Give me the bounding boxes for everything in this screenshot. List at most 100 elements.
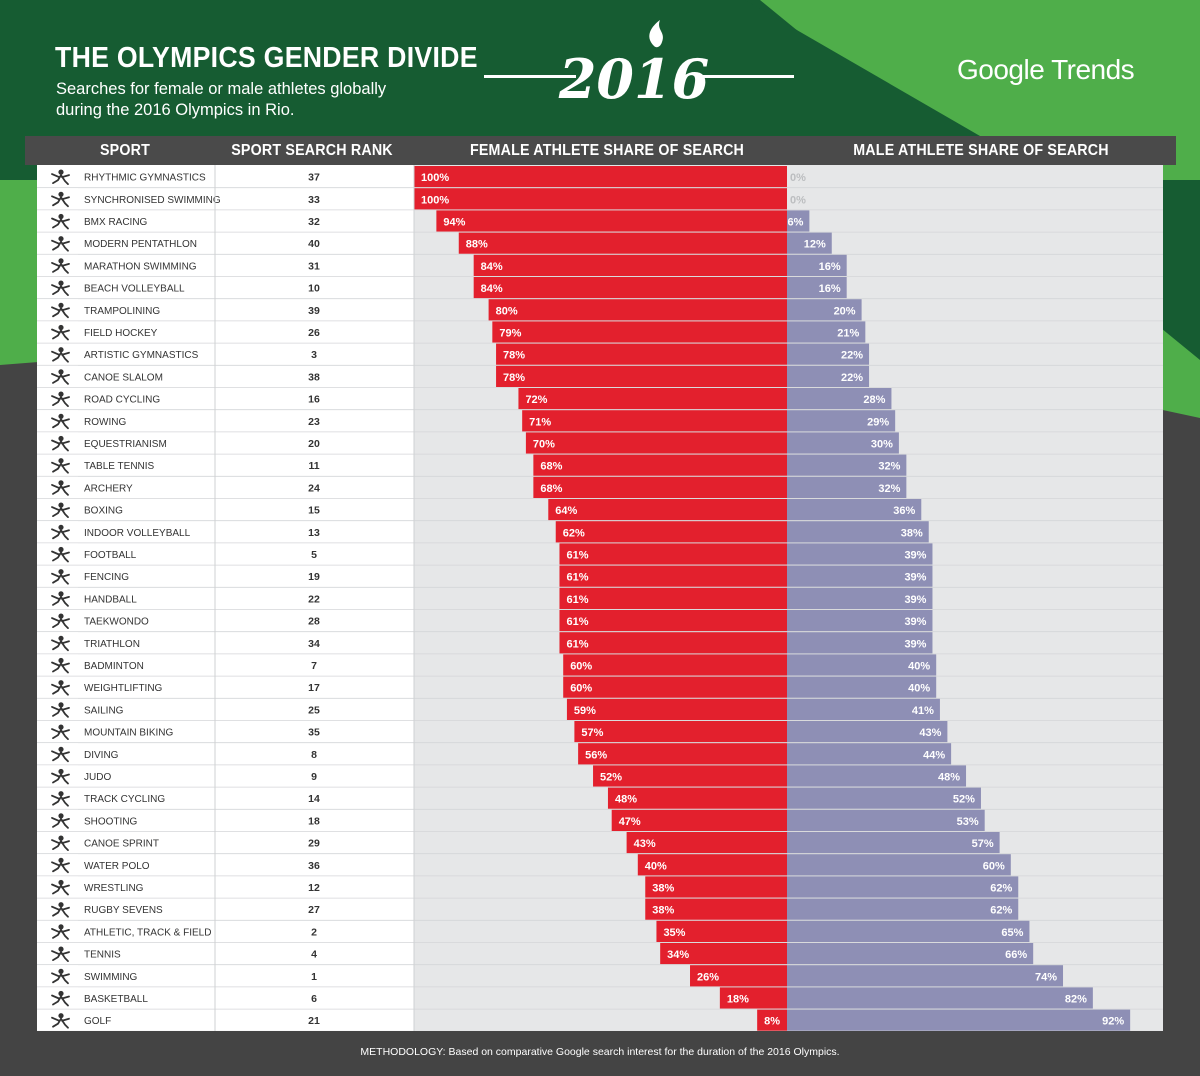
- sport-rank: 12: [308, 882, 320, 894]
- sport-pictogram-icon: [51, 369, 70, 385]
- sport-pictogram-icon: [51, 746, 70, 763]
- pictogram-body-icon: [51, 239, 70, 252]
- sport-name: GOLF: [84, 1016, 111, 1027]
- male-bar: [787, 210, 810, 232]
- sport-rank: 33: [308, 194, 320, 206]
- sport-name: TENNIS: [84, 950, 121, 961]
- pictogram-body-icon: [51, 439, 70, 452]
- female-value-label: 64%: [555, 505, 577, 517]
- pictogram-body-icon: [51, 262, 70, 274]
- male-bar: [787, 521, 929, 543]
- female-value-label: 84%: [481, 261, 503, 273]
- sport-rank: 21: [308, 1015, 320, 1027]
- female-bar: [593, 765, 787, 787]
- male-bar: [787, 787, 981, 809]
- sport-rank: 23: [308, 416, 320, 428]
- male-bar: [787, 920, 1030, 942]
- sport-name: INDOOR VOLLEYBALL: [84, 528, 191, 539]
- sport-pictogram-icon: [51, 680, 70, 696]
- female-value-label: 18%: [727, 994, 749, 1006]
- sport-pictogram-icon: [51, 879, 70, 896]
- male-value-label: 92%: [1102, 1016, 1124, 1028]
- pictogram-body-icon: [51, 417, 70, 430]
- female-value-label: 78%: [503, 372, 525, 384]
- sport-rank: 29: [308, 838, 320, 850]
- pictogram-head-icon: [58, 502, 64, 508]
- sport-pictogram-icon: [51, 724, 70, 740]
- sport-rank: 7: [311, 660, 317, 672]
- female-value-label: 47%: [619, 816, 641, 828]
- male-bar: [787, 321, 866, 343]
- male-value-label: 65%: [1001, 927, 1023, 939]
- pictogram-head-icon: [58, 835, 64, 841]
- female-bar: [496, 365, 787, 387]
- female-value-label: 26%: [697, 971, 719, 983]
- sport-rank: 2: [311, 926, 317, 938]
- pictogram-body-icon: [51, 195, 70, 208]
- male-value-label: 53%: [957, 816, 979, 828]
- female-bar: [559, 587, 787, 609]
- pictogram-head-icon: [58, 746, 64, 752]
- female-value-label: 72%: [525, 394, 547, 406]
- pictogram-body-icon: [51, 883, 70, 896]
- flame-icon: [649, 20, 663, 48]
- female-bar: [626, 832, 787, 854]
- sport-name: MARATHON SWIMMING: [84, 261, 197, 272]
- female-bar: [656, 920, 787, 942]
- pictogram-head-icon: [58, 458, 64, 464]
- sport-rank: 10: [308, 283, 320, 295]
- male-bar: [787, 299, 862, 321]
- male-bar: [787, 365, 870, 387]
- male-bar: [787, 721, 948, 743]
- male-value-label: 62%: [990, 883, 1012, 895]
- female-value-label: 94%: [443, 217, 465, 229]
- female-bar: [645, 876, 787, 898]
- pictogram-head-icon: [58, 635, 64, 641]
- sport-name: TRIATHLON: [84, 639, 140, 650]
- page-subtitle: Searches for female or male athletes glo…: [56, 80, 387, 119]
- sport-rank: 6: [311, 993, 317, 1005]
- sport-name: CANOE SPRINT: [84, 839, 159, 850]
- male-bar: [787, 809, 985, 831]
- pictogram-head-icon: [58, 302, 64, 308]
- female-value-label: 88%: [466, 239, 488, 251]
- female-bar: [414, 166, 787, 188]
- female-bar: [488, 299, 787, 321]
- female-value-label: 60%: [570, 661, 592, 673]
- female-bar: [574, 721, 787, 743]
- male-value-label: 6%: [787, 217, 803, 229]
- sport-pictogram-icon: [51, 569, 70, 585]
- female-bar: [757, 1009, 787, 1031]
- male-bar: [787, 254, 847, 276]
- sport-pictogram-icon: [51, 924, 70, 940]
- male-value-label: 0%: [790, 172, 806, 184]
- sport-rank: 26: [308, 327, 320, 339]
- female-bar: [533, 454, 787, 476]
- sport-name: HANDBALL: [84, 594, 137, 605]
- female-bar: [578, 743, 787, 765]
- pictogram-body-icon: [51, 284, 70, 296]
- female-value-label: 40%: [645, 860, 667, 872]
- sport-name: BOXING: [84, 506, 123, 517]
- sport-name: WATER POLO: [84, 861, 150, 872]
- pictogram-body-icon: [51, 994, 70, 1007]
- pictogram-head-icon: [58, 480, 64, 486]
- pictogram-body-icon: [51, 328, 70, 341]
- male-bar: [787, 832, 1000, 854]
- sport-rank: 35: [308, 727, 320, 739]
- sport-rank: 32: [308, 216, 320, 228]
- sport-rank: 24: [308, 482, 320, 494]
- sport-name: SAILING: [84, 705, 124, 716]
- female-bar: [548, 499, 787, 521]
- pictogram-head-icon: [58, 813, 64, 819]
- column-header-sport: SPORT: [99, 142, 151, 159]
- pictogram-head-icon: [58, 791, 64, 797]
- sport-rank: 8: [311, 749, 317, 761]
- male-value-label: 20%: [834, 305, 856, 317]
- pictogram-body-icon: [51, 350, 70, 363]
- sport-rank: 3: [311, 349, 317, 361]
- pictogram-head-icon: [58, 879, 64, 886]
- sport-rank: 37: [308, 172, 320, 184]
- female-value-label: 61%: [566, 572, 588, 584]
- male-value-label: 21%: [837, 328, 859, 340]
